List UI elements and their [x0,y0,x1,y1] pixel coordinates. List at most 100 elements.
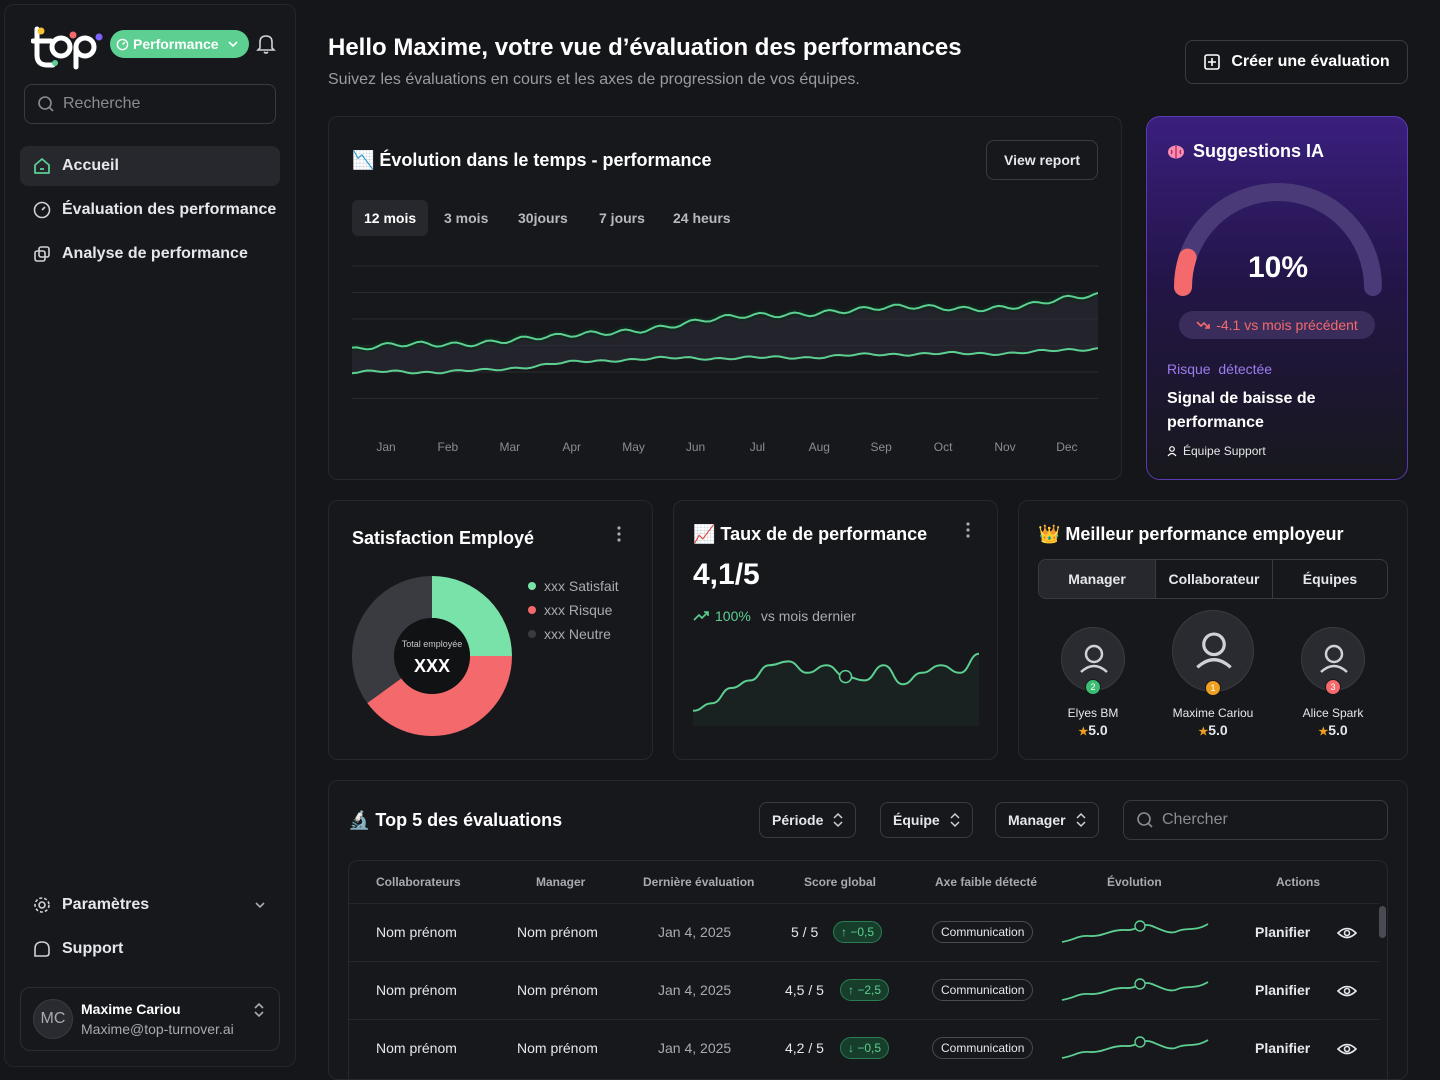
cell-score: 4,5 / 5 [785,982,824,998]
employee-name: Elyes BM [1067,706,1119,720]
legend-dot [528,582,536,590]
more-vertical-icon[interactable] [963,520,973,540]
nav-item-analyse[interactable]: Analyse de performance [20,234,280,274]
search-placeholder: Chercher [1162,811,1228,828]
plan-button[interactable]: Planifier [1255,982,1311,998]
gauge-icon [33,201,51,219]
avatar: MC [33,999,73,1039]
legend-item: xxx Risque [528,602,612,618]
nav-label: Paramètres [62,896,150,913]
donut-slice [352,576,432,704]
more-vertical-icon[interactable] [614,524,624,544]
ai-team: Équipe Support [1167,444,1266,458]
chevron-updown-icon [950,812,960,828]
module-switcher[interactable]: Performance [110,30,249,58]
employee-avatar[interactable] [1172,610,1254,692]
ai-gauge [1173,183,1382,296]
col-header: Actions [1276,875,1321,889]
rate-delta-text: vs mois dernier [760,608,856,624]
nav-item-support[interactable]: Support [20,929,280,969]
x-tick-label: Nov [994,440,1016,454]
rate-chart [693,652,979,726]
nav-label: Support [62,940,124,957]
module-label: Performance [133,36,219,52]
nav-item-evaluation[interactable]: Évaluation des performance [20,190,280,230]
ai-suggestions-card: Suggestions IA 10% -4.1 vs mois précéden… [1146,116,1408,480]
sidebar-search-input[interactable]: Recherche [24,84,276,124]
sparkline-marker [1134,920,1146,932]
bell-icon[interactable] [256,33,276,55]
filter-manager[interactable]: Manager [995,802,1099,838]
sparkline-area [693,653,979,726]
trend-down-icon [1196,321,1210,329]
filter-periode[interactable]: Période [759,802,857,838]
cell-date: Jan 4, 2025 [658,982,732,998]
gauge-icon [116,38,129,50]
ai-title: Suggestions IA [1193,141,1325,161]
tab-12-mois[interactable]: 12 mois [352,200,429,236]
plan-button[interactable]: Planifier [1255,1040,1311,1056]
legend-label: xxx Satisfait [544,578,619,594]
chevron-down-icon [255,902,265,909]
axis-chip: Communication [932,1037,1034,1059]
tab-7-jours[interactable]: 7 jours [599,210,645,226]
x-tick-label: Jun [685,440,706,454]
rate-title: 📈 Taux de de performance [693,524,928,544]
user-email: Maxime@top-turnover.ai [81,1021,234,1037]
rank-badge: 2 [1085,679,1101,695]
table-scrollbar[interactable] [1379,906,1386,938]
eye-icon[interactable] [1337,926,1357,940]
logo[interactable] [31,25,107,71]
segment-manager[interactable]: Manager [1039,560,1155,598]
col-header: Axe faible détecté [935,875,1038,889]
employee-score: ★5.0 [1198,722,1228,738]
segment-collaborateur[interactable]: Collaborateur [1155,560,1272,598]
legend-label: xxx Risque [544,602,613,618]
tab-3-mois[interactable]: 3 mois [444,210,489,226]
series-line-2 [352,347,1098,375]
user-icon [1080,644,1108,673]
segment-equipes[interactable]: Équipes [1272,560,1387,598]
create-evaluation-button[interactable]: Créer une évaluation [1185,40,1408,84]
sparkline-marker [838,669,853,684]
eye-icon[interactable] [1337,1042,1357,1056]
col-header: Dernière évaluation [643,875,755,889]
table-row[interactable]: Nom prénom Nom prénom Jan 4, 2025 4,5 / 5 ↑ … [349,961,1379,1019]
col-header: Évolution [1107,875,1162,889]
legend-item: xxx Satisfait [528,578,619,594]
sparkline-marker [1134,1036,1146,1048]
view-report-button[interactable]: View report [986,140,1098,180]
plan-button[interactable]: Planifier [1255,924,1311,940]
legend-item: xxx Neutre [528,626,611,642]
evolution-sparkline [1061,978,1209,1001]
x-tick-label: Mar [499,440,521,454]
chevron-updown-icon [254,1002,264,1018]
rate-value: 4,1/5 [693,558,760,591]
cell-collaborateur: Nom prénom [376,924,457,940]
table-row[interactable]: Nom prénom Nom prénom Jan 4, 2025 4,2 / 5 ↓ … [349,1019,1379,1077]
tab-30-jours[interactable]: 30jours [518,210,568,226]
tab-24-heurs[interactable]: 24 heurs [673,210,731,226]
cell-date: Jan 4, 2025 [658,1040,732,1056]
chevron-updown-icon [833,812,843,828]
segment-control [1038,559,1388,599]
filter-equipe[interactable]: Équipe [880,802,973,838]
nav-item-parametres[interactable]: Paramètres [20,885,280,925]
search-placeholder: Recherche [63,95,141,112]
eye-icon[interactable] [1337,984,1357,998]
sparkline-line [693,652,979,712]
table-search-input[interactable]: Chercher [1123,800,1388,840]
nav-item-accueil[interactable]: Accueil [20,146,280,186]
sparkline-marker [1134,978,1146,990]
user-menu[interactable]: MC Maxime Cariou Maxime@top-turnover.ai [20,987,280,1051]
ai-risk-a: Risque [1167,361,1211,377]
cell-manager: Nom prénom [517,1040,598,1056]
series-line-1 [352,291,1098,351]
x-tick-label: May [622,440,645,454]
brain-icon [1168,145,1184,158]
chevron-down-icon [228,41,238,48]
x-tick-label: Oct [933,440,953,454]
ai-team-label: Équipe Support [1183,444,1266,458]
table-row[interactable]: Nom prénom Nom prénom Jan 4, 2025 5 / 5 ↑ −0… [349,903,1379,961]
analysis-icon [34,246,50,262]
